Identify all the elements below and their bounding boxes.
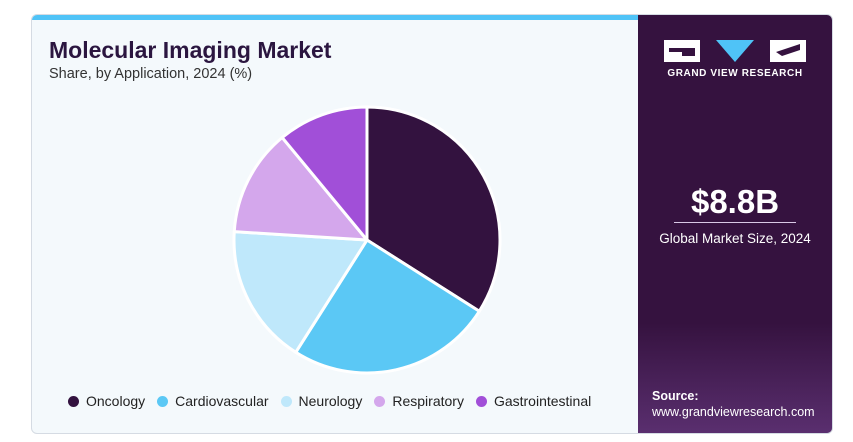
pie-slice-neurology — [232, 230, 369, 354]
legend-swatch — [475, 395, 487, 407]
legend-swatch — [157, 395, 169, 407]
source-label: Source: — [652, 389, 699, 403]
legend-swatch — [68, 395, 79, 407]
chart-title: Molecular Imaging Market — [49, 37, 332, 63]
divider — [674, 222, 796, 223]
chart-legend: Oncology Cardiovascular Neurology Respirato… — [68, 393, 603, 409]
brand-name: GRAND VIEW RESEARCH — [667, 68, 803, 79]
side-panel: GRAND VIEW RESEARCH $8.8B Global Market … — [638, 15, 832, 433]
legend-item-oncology: Oncology — [68, 393, 145, 409]
legend-item-gastrointestinal: Gastrointestinal — [475, 393, 592, 409]
accent-bar — [32, 15, 638, 20]
legend-swatch — [374, 395, 386, 407]
brand-logo-icon — [664, 40, 806, 62]
pie-slice-gastrointestinal — [280, 105, 369, 242]
pie-slice-respiratory — [232, 136, 369, 242]
legend-item-cardiovascular: Cardiovascular — [157, 393, 269, 409]
pie-chart — [232, 105, 502, 375]
legend-label: Neurology — [298, 393, 363, 409]
legend-label: Respiratory — [392, 393, 464, 409]
legend-item-neurology: Neurology — [280, 393, 363, 409]
chart-subtitle: Share, by Application, 2024 (%) — [49, 66, 253, 82]
market-size-value: $8.8B — [690, 183, 780, 220]
source-block: Source: www.grandviewresearch.com — [652, 388, 815, 420]
legend-label: Gastrointestinal — [493, 393, 592, 409]
side-panel-gradient — [638, 323, 832, 433]
pie-slice-cardiovascular — [294, 238, 481, 375]
legend-label: Oncology — [86, 393, 146, 409]
legend-swatch — [280, 395, 292, 407]
source-link[interactable]: www.grandviewresearch.com — [652, 405, 815, 419]
legend-item-respiratory: Respiratory — [374, 393, 464, 409]
chart-card: Molecular Imaging Market Share, by Appli… — [31, 14, 833, 434]
market-size-label: Global Market Size, 2024 — [659, 231, 811, 246]
legend-label: Cardiovascular — [175, 393, 269, 409]
